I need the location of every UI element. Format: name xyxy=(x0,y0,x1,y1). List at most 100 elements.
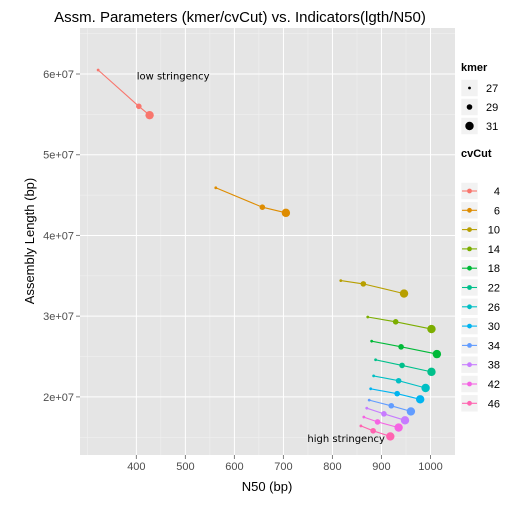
data-point xyxy=(399,362,405,369)
series-cvcut-22 xyxy=(374,358,436,377)
data-point xyxy=(395,377,402,384)
data-point xyxy=(427,324,436,334)
x-tick-label: 900 xyxy=(372,461,390,473)
size-legend-swatch xyxy=(466,104,473,110)
color-legend-label: 46 xyxy=(488,398,500,410)
series-cvcut-34 xyxy=(367,398,416,416)
series-cvcut-30 xyxy=(369,387,425,404)
color-legend-swatch xyxy=(467,362,472,368)
data-point xyxy=(398,344,404,350)
color-legend-swatch xyxy=(467,343,472,348)
data-point xyxy=(399,289,409,298)
series-cvcut-46 xyxy=(359,424,395,441)
data-point xyxy=(96,68,100,72)
color-legend-swatch xyxy=(467,381,472,387)
x-tick-label: 400 xyxy=(127,461,145,473)
axes: 400 500 600 700 800 900 1000 2e+07 3e+07 4e+07 5e+… xyxy=(43,69,443,473)
size-legend-swatch xyxy=(465,121,474,131)
color-legend-label: 6 xyxy=(494,205,500,217)
color-legend-swatch xyxy=(467,246,472,252)
x-axis-title: N50 (bp) xyxy=(242,479,293,494)
data-point xyxy=(406,407,416,416)
color-legend-label: 26 xyxy=(488,302,500,314)
data-point xyxy=(367,398,371,402)
data-point xyxy=(366,315,370,319)
color-legend-swatch xyxy=(467,323,472,329)
y-tick-label: 4e+07 xyxy=(43,230,74,242)
color-legend-swatch xyxy=(467,304,472,310)
color-legend-swatch xyxy=(467,227,472,233)
x-tick-label: 600 xyxy=(225,461,243,473)
data-point xyxy=(136,103,142,110)
data-point xyxy=(360,281,367,287)
series-cvcut-18 xyxy=(370,339,442,359)
series-cvcut-10 xyxy=(339,279,409,298)
data-point xyxy=(427,367,436,377)
size-legend-title: kmer xyxy=(461,62,488,74)
data-point xyxy=(394,390,400,397)
color-legend-swatch xyxy=(467,285,472,290)
data-point xyxy=(369,387,373,391)
size-legend-label: 27 xyxy=(486,83,498,95)
data-point xyxy=(392,319,399,325)
data-point xyxy=(339,279,343,283)
color-legend-label: 14 xyxy=(488,244,500,256)
x-tick-label: 800 xyxy=(323,461,341,473)
size-legend: 27 29 31 xyxy=(460,79,498,135)
data-point xyxy=(370,339,374,343)
x-tick-label: 700 xyxy=(274,461,292,473)
data-point xyxy=(359,424,363,428)
y-tick-label: 6e+07 xyxy=(43,69,74,81)
data-point xyxy=(421,383,430,393)
data-point xyxy=(365,406,369,410)
size-legend-label: 31 xyxy=(486,121,498,133)
series-cvcut-14 xyxy=(366,315,436,334)
data-point xyxy=(386,432,395,441)
data-point xyxy=(372,374,376,378)
y-tick-label: 5e+07 xyxy=(43,150,74,162)
series-layer xyxy=(96,68,442,441)
data-point xyxy=(374,419,381,425)
panel-background xyxy=(80,28,455,455)
color-legend-label: 42 xyxy=(488,379,500,391)
color-legend-label: 30 xyxy=(488,321,500,333)
series-cvcut-4 xyxy=(96,68,154,120)
color-legend-label: 38 xyxy=(488,360,500,372)
data-point xyxy=(214,186,218,190)
data-point xyxy=(415,395,425,404)
x-tick-label: 1000 xyxy=(418,461,442,473)
data-point xyxy=(145,110,154,120)
data-point xyxy=(394,423,403,432)
annotation-high-stringency: high stringency xyxy=(307,434,385,445)
color-legend-title: cvCut xyxy=(461,148,492,160)
chart-title: Assm. Parameters (kmer/cvCut) vs. Indica… xyxy=(54,9,426,26)
data-point xyxy=(259,204,266,210)
data-point xyxy=(432,349,442,359)
data-point xyxy=(281,208,291,218)
color-legend-label: 18 xyxy=(488,263,500,275)
data-point xyxy=(400,416,410,425)
grid xyxy=(80,28,455,455)
color-legend-swatch xyxy=(467,207,472,213)
series-cvcut-6 xyxy=(214,186,291,218)
series-cvcut-26 xyxy=(372,374,430,393)
color-legend-label: 34 xyxy=(488,340,500,352)
series-cvcut-42 xyxy=(362,415,403,432)
color-legend-label: 22 xyxy=(488,283,500,295)
annotation-low-stringency: low stringency xyxy=(137,72,210,83)
size-legend-label: 29 xyxy=(486,102,498,114)
data-point xyxy=(381,411,387,417)
color-legend-swatch xyxy=(467,188,472,194)
data-point xyxy=(374,358,377,362)
y-axis-title: Assembly Length (bp) xyxy=(22,178,37,304)
data-point xyxy=(362,415,366,419)
data-point xyxy=(388,402,395,409)
size-legend-swatch xyxy=(468,86,471,90)
y-tick-label: 3e+07 xyxy=(43,311,74,323)
color-legend-swatch xyxy=(467,400,472,406)
color-legend-label: 10 xyxy=(488,225,500,237)
color-legend-label: 4 xyxy=(494,186,500,198)
